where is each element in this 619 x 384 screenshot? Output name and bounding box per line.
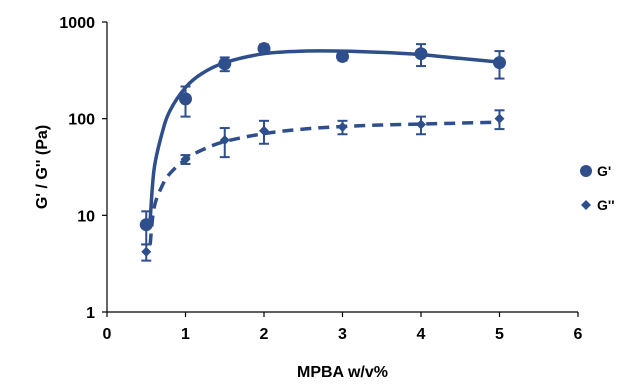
legend-marker-g-prime [580, 165, 592, 177]
y-tick-label: 100 [68, 112, 95, 129]
x-axis-title: MPBA w/v% [297, 364, 388, 381]
x-tick-label: 4 [417, 326, 426, 343]
y-tick-label: 1000 [59, 15, 95, 32]
data-point-g-prime [336, 49, 349, 63]
fit-curve-g-prime [148, 49, 500, 220]
data-point-g-double-prime [337, 121, 348, 132]
x-tick-label: 0 [103, 326, 112, 343]
legend: G' G'' [580, 163, 615, 213]
data-point-g-double-prime [494, 113, 505, 124]
data-point-g-prime [493, 56, 506, 70]
data-point-g-double-prime [259, 125, 269, 136]
data-point-g-double-prime [180, 154, 191, 165]
data-point-g-prime [139, 218, 153, 232]
data-point-g-double-prime [416, 119, 426, 130]
data-point-g-prime [257, 42, 271, 56]
legend-marker-g-double-prime [581, 200, 591, 210]
y-tick-label: 1 [86, 305, 95, 322]
legend-label-g-prime: G' [597, 163, 611, 179]
data-point-g-prime [414, 47, 428, 61]
fit-curve-g-double-prime [148, 120, 500, 245]
x-tick-label: 6 [574, 326, 583, 343]
data-point-g-prime [218, 57, 232, 71]
data-point-g-prime [179, 92, 192, 106]
data-point-g-double-prime [141, 246, 152, 257]
data-point-g-double-prime [219, 135, 230, 146]
y-tick-label: 10 [77, 208, 95, 225]
y-axis-title: G' / G'' (Pa) [34, 125, 51, 209]
x-tick-label: 2 [260, 326, 269, 343]
x-tick-label: 3 [338, 326, 347, 343]
legend-label-g-double-prime: G'' [597, 197, 615, 213]
x-tick-label: 1 [181, 326, 190, 343]
x-tick-label: 5 [495, 326, 504, 343]
